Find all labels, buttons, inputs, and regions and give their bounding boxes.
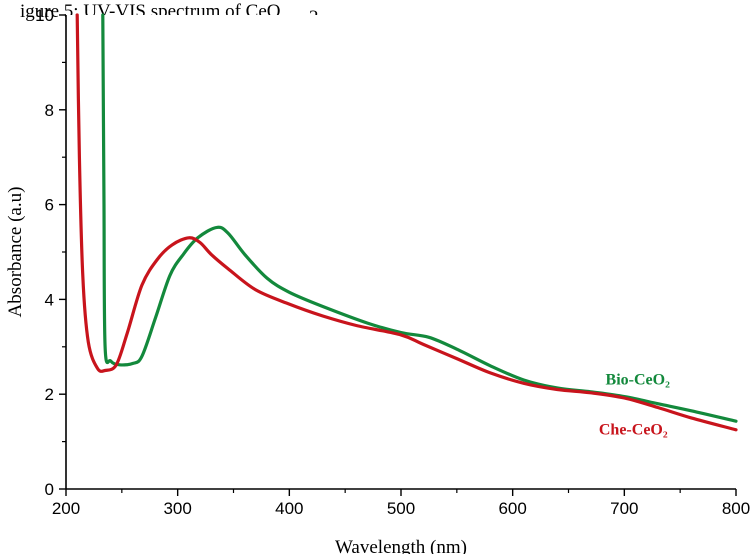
y-tick-label: 10 [35,6,54,25]
x-axis-title: Wavelength (nm) [335,537,467,554]
y-tick-label: 0 [45,480,54,499]
y-axis-title: Absorbance (a.u) [5,187,26,318]
x-tick-label: 800 [722,499,750,518]
series-label-1: Che-CeO₂ [599,421,668,438]
x-tick-label: 500 [387,499,415,518]
series-labels: Bio-CeO₂ Che-CeO₂ [599,372,670,439]
series-line-1 [75,13,738,432]
plot-background [66,15,736,489]
y-tick-label: 2 [45,385,54,404]
x-tick-label: 400 [275,499,303,518]
series-label-0: Bio-CeO₂ [606,372,671,389]
series-group [75,13,738,432]
axes: 200 300 400 500 600 700 800 0 2 4 6 8 10 [35,6,750,518]
x-tick-label: 200 [52,499,80,518]
x-tick-label: 300 [163,499,191,518]
y-tick-label: 4 [45,290,54,309]
y-tick-label: 8 [45,101,54,120]
x-tick-label: 700 [610,499,638,518]
y-tick-label: 6 [45,196,54,215]
x-tick-label: 600 [498,499,526,518]
